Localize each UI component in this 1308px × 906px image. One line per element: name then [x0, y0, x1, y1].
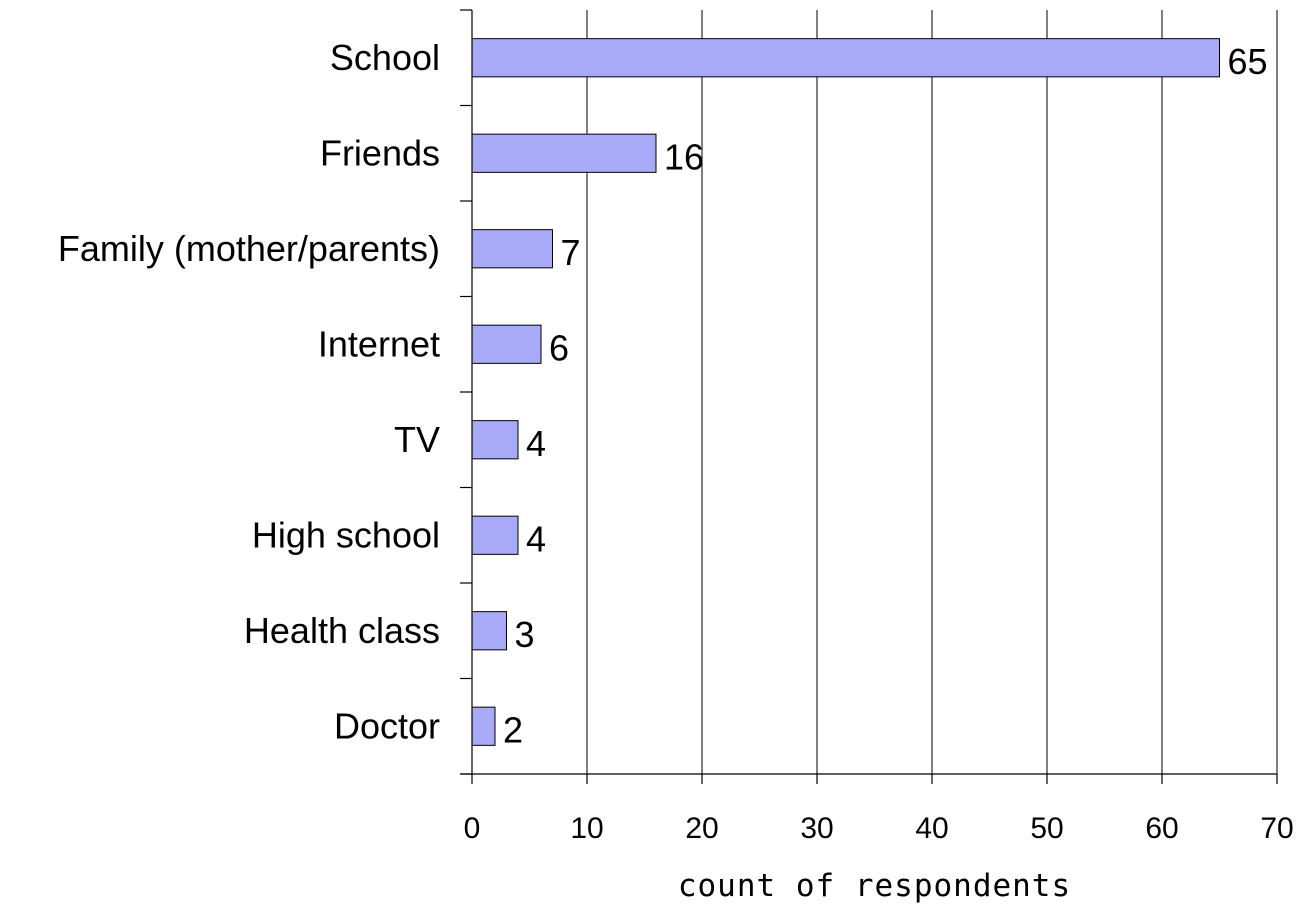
category-label-friends: Friends: [320, 132, 440, 173]
category-label-health-class: Health class: [244, 610, 440, 651]
x-tick-label-20: 20: [685, 812, 718, 845]
value-label-health-class: 3: [515, 614, 535, 655]
bar-tv: [471, 420, 519, 460]
bar-family-mother-parents: [471, 229, 553, 269]
x-tick-label-60: 60: [1145, 812, 1178, 845]
category-label-high-school: High school: [252, 514, 440, 555]
bar-internet: [471, 324, 542, 364]
category-label-tv: TV: [394, 419, 440, 460]
bar-health-class: [471, 611, 507, 651]
bar-friends: [471, 133, 657, 173]
labels: 0 10 20 30 40 50 60 70 School 65 Friends 16 Family (…: [58, 37, 1294, 845]
category-label-family-mother-parents: Family (mother/parents): [58, 228, 440, 269]
value-label-doctor: 2: [503, 709, 523, 750]
value-label-school: 65: [1228, 41, 1268, 82]
x-tick-label-40: 40: [915, 812, 948, 845]
value-label-high-school: 4: [526, 518, 546, 559]
bars: [471, 38, 1220, 746]
value-label-internet: 6: [549, 327, 569, 368]
x-tick-label-10: 10: [570, 812, 603, 845]
axes: [460, 9, 1278, 784]
bar-high-school: [471, 515, 519, 555]
x-tick-label-50: 50: [1030, 812, 1063, 845]
x-axis-title: count of respondents: [678, 868, 1071, 904]
x-tick-label-70: 70: [1260, 812, 1293, 845]
x-tick-label-30: 30: [800, 812, 833, 845]
bar-school: [471, 38, 1220, 78]
bar-doctor: [471, 706, 496, 746]
x-tick-label-0: 0: [464, 812, 481, 845]
category-label-school: School: [330, 37, 440, 78]
value-label-tv: 4: [526, 423, 546, 464]
category-label-doctor: Doctor: [334, 705, 440, 746]
grid-lines: [586, 10, 1278, 774]
value-label-friends: 16: [664, 136, 704, 177]
value-label-family-mother-parents: 7: [561, 232, 581, 273]
category-label-internet: Internet: [318, 323, 440, 364]
